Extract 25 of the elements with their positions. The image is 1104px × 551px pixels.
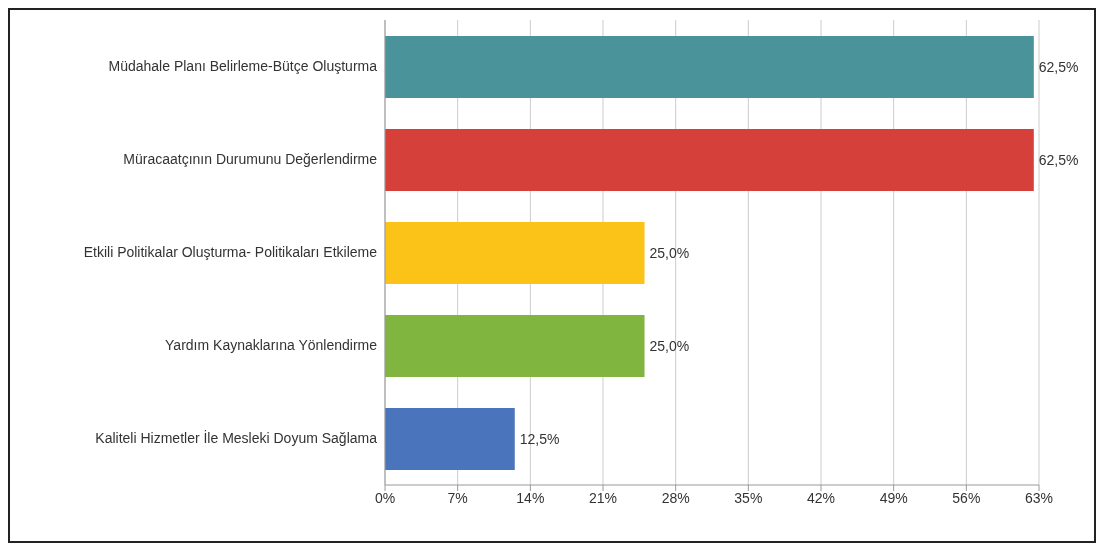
bar bbox=[385, 315, 645, 377]
y-tick-label: Etkili Politikalar Oluşturma- Politikaları Etkileme bbox=[83, 244, 378, 261]
x-tick-label: 42% bbox=[806, 489, 836, 506]
x-tick-label: 49% bbox=[879, 489, 908, 506]
y-tick-label: Kaliteli Hizmetler İle Mesleki Doyum Sağlama bbox=[95, 429, 378, 447]
x-tick-label: 14% bbox=[516, 489, 545, 506]
x-tick-label: 7% bbox=[447, 489, 468, 506]
y-tick-label: Müracaatçının Durumunu Değerlendirme bbox=[123, 151, 378, 168]
y-tick-label: Müdahale Planı Belirleme-Bütçe Oluşturma bbox=[108, 58, 378, 75]
bar bbox=[385, 36, 1034, 98]
data-label: 25,0% bbox=[649, 244, 690, 261]
bar bbox=[385, 129, 1034, 191]
x-tick-label: 56% bbox=[952, 489, 981, 506]
x-tick-label: 35% bbox=[734, 489, 763, 506]
x-tick-label: 0% bbox=[374, 489, 396, 506]
x-tick-label: 63% bbox=[1024, 489, 1054, 506]
y-tick-label: Yardım Kaynaklarına Yönlendirme bbox=[165, 337, 378, 354]
bar bbox=[385, 222, 645, 284]
data-label: 25,0% bbox=[649, 337, 690, 354]
data-label: 62,5% bbox=[1038, 151, 1079, 168]
x-tick-label: 28% bbox=[661, 489, 690, 506]
data-label: 62,5% bbox=[1038, 58, 1079, 75]
data-label: 12,5% bbox=[519, 430, 560, 447]
bar bbox=[385, 408, 515, 470]
x-tick-label: 21% bbox=[588, 489, 618, 506]
